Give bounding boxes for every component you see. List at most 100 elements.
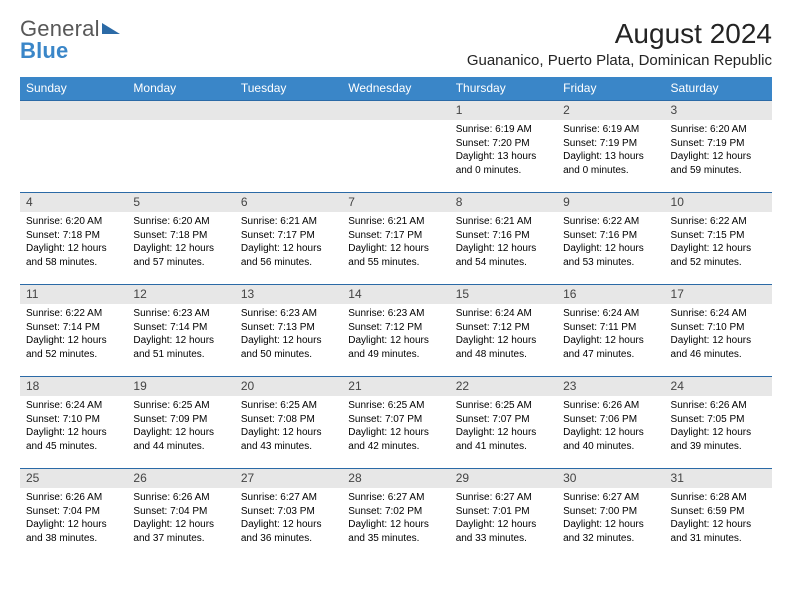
calendar-day-cell: 3Sunrise: 6:20 AMSunset: 7:19 PMDaylight…	[665, 101, 772, 193]
daylight-line: Daylight: 12 hours and 35 minutes.	[348, 518, 443, 545]
day-number: 6	[235, 193, 342, 212]
sunrise-line: Sunrise: 6:24 AM	[456, 307, 551, 321]
day-number: 26	[127, 469, 234, 488]
calendar-day-cell: 4Sunrise: 6:20 AMSunset: 7:18 PMDaylight…	[20, 193, 127, 285]
sunset-line: Sunset: 7:14 PM	[26, 321, 121, 335]
sunrise-line: Sunrise: 6:26 AM	[133, 491, 228, 505]
day-number: 23	[557, 377, 664, 396]
daylight-line: Daylight: 12 hours and 57 minutes.	[133, 242, 228, 269]
sunrise-line: Sunrise: 6:25 AM	[456, 399, 551, 413]
day-info: Sunrise: 6:26 AMSunset: 7:06 PMDaylight:…	[557, 396, 664, 455]
daylight-line: Daylight: 12 hours and 49 minutes.	[348, 334, 443, 361]
sunset-line: Sunset: 7:16 PM	[456, 229, 551, 243]
calendar-day-cell: 26Sunrise: 6:26 AMSunset: 7:04 PMDayligh…	[127, 469, 234, 561]
day-number: 1	[450, 101, 557, 120]
calendar-week-row: 4Sunrise: 6:20 AMSunset: 7:18 PMDaylight…	[20, 193, 772, 285]
sunset-line: Sunset: 7:04 PM	[26, 505, 121, 519]
calendar-day-cell: 18Sunrise: 6:24 AMSunset: 7:10 PMDayligh…	[20, 377, 127, 469]
daylight-line: Daylight: 12 hours and 39 minutes.	[671, 426, 766, 453]
sunrise-line: Sunrise: 6:26 AM	[563, 399, 658, 413]
sunrise-line: Sunrise: 6:20 AM	[133, 215, 228, 229]
day-number: 27	[235, 469, 342, 488]
day-number: 12	[127, 285, 234, 304]
day-info: Sunrise: 6:27 AMSunset: 7:03 PMDaylight:…	[235, 488, 342, 547]
sunset-line: Sunset: 7:04 PM	[133, 505, 228, 519]
day-number	[20, 101, 127, 120]
daylight-line: Daylight: 13 hours and 0 minutes.	[456, 150, 551, 177]
day-number: 21	[342, 377, 449, 396]
calendar-day-cell: 12Sunrise: 6:23 AMSunset: 7:14 PMDayligh…	[127, 285, 234, 377]
daylight-line: Daylight: 12 hours and 46 minutes.	[671, 334, 766, 361]
sunset-line: Sunset: 7:18 PM	[133, 229, 228, 243]
day-number	[235, 101, 342, 120]
day-number: 8	[450, 193, 557, 212]
daylight-line: Daylight: 12 hours and 43 minutes.	[241, 426, 336, 453]
day-number: 15	[450, 285, 557, 304]
calendar-day-cell: 21Sunrise: 6:25 AMSunset: 7:07 PMDayligh…	[342, 377, 449, 469]
sunset-line: Sunset: 7:12 PM	[456, 321, 551, 335]
calendar-day-cell: 30Sunrise: 6:27 AMSunset: 7:00 PMDayligh…	[557, 469, 664, 561]
sunset-line: Sunset: 7:11 PM	[563, 321, 658, 335]
day-info: Sunrise: 6:23 AMSunset: 7:13 PMDaylight:…	[235, 304, 342, 363]
day-number: 30	[557, 469, 664, 488]
calendar-day-cell: 14Sunrise: 6:23 AMSunset: 7:12 PMDayligh…	[342, 285, 449, 377]
sunset-line: Sunset: 7:13 PM	[241, 321, 336, 335]
day-info: Sunrise: 6:27 AMSunset: 7:00 PMDaylight:…	[557, 488, 664, 547]
sunrise-line: Sunrise: 6:19 AM	[456, 123, 551, 137]
calendar-day-cell	[235, 101, 342, 193]
sunrise-line: Sunrise: 6:25 AM	[133, 399, 228, 413]
sunset-line: Sunset: 7:19 PM	[563, 137, 658, 151]
daylight-line: Daylight: 12 hours and 56 minutes.	[241, 242, 336, 269]
daylight-line: Daylight: 12 hours and 50 minutes.	[241, 334, 336, 361]
calendar-day-cell: 28Sunrise: 6:27 AMSunset: 7:02 PMDayligh…	[342, 469, 449, 561]
daylight-line: Daylight: 12 hours and 54 minutes.	[456, 242, 551, 269]
daylight-line: Daylight: 12 hours and 36 minutes.	[241, 518, 336, 545]
day-number: 22	[450, 377, 557, 396]
sunrise-line: Sunrise: 6:20 AM	[26, 215, 121, 229]
sunrise-line: Sunrise: 6:23 AM	[348, 307, 443, 321]
sunset-line: Sunset: 7:12 PM	[348, 321, 443, 335]
sunrise-line: Sunrise: 6:20 AM	[671, 123, 766, 137]
sunset-line: Sunset: 7:07 PM	[348, 413, 443, 427]
day-info: Sunrise: 6:27 AMSunset: 7:01 PMDaylight:…	[450, 488, 557, 547]
day-number: 25	[20, 469, 127, 488]
day-info: Sunrise: 6:26 AMSunset: 7:04 PMDaylight:…	[20, 488, 127, 547]
daylight-line: Daylight: 12 hours and 47 minutes.	[563, 334, 658, 361]
day-number: 5	[127, 193, 234, 212]
sunset-line: Sunset: 7:15 PM	[671, 229, 766, 243]
calendar-week-row: 25Sunrise: 6:26 AMSunset: 7:04 PMDayligh…	[20, 469, 772, 561]
location-text: Guananico, Puerto Plata, Dominican Repub…	[467, 52, 772, 69]
dow-tuesday: Tuesday	[235, 77, 342, 101]
brand-logo: General Blue	[20, 18, 120, 62]
calendar-day-cell: 29Sunrise: 6:27 AMSunset: 7:01 PMDayligh…	[450, 469, 557, 561]
calendar-day-cell	[342, 101, 449, 193]
sunrise-line: Sunrise: 6:24 AM	[671, 307, 766, 321]
daylight-line: Daylight: 12 hours and 42 minutes.	[348, 426, 443, 453]
day-number: 31	[665, 469, 772, 488]
sunset-line: Sunset: 7:17 PM	[241, 229, 336, 243]
day-number: 29	[450, 469, 557, 488]
sunrise-line: Sunrise: 6:21 AM	[456, 215, 551, 229]
sunrise-line: Sunrise: 6:19 AM	[563, 123, 658, 137]
sunrise-line: Sunrise: 6:25 AM	[241, 399, 336, 413]
daylight-line: Daylight: 12 hours and 33 minutes.	[456, 518, 551, 545]
sunrise-line: Sunrise: 6:24 AM	[26, 399, 121, 413]
sunset-line: Sunset: 7:18 PM	[26, 229, 121, 243]
day-number: 2	[557, 101, 664, 120]
calendar-day-cell: 24Sunrise: 6:26 AMSunset: 7:05 PMDayligh…	[665, 377, 772, 469]
day-info: Sunrise: 6:24 AMSunset: 7:10 PMDaylight:…	[665, 304, 772, 363]
day-info: Sunrise: 6:21 AMSunset: 7:16 PMDaylight:…	[450, 212, 557, 271]
calendar-day-cell	[20, 101, 127, 193]
sunrise-line: Sunrise: 6:27 AM	[348, 491, 443, 505]
sunrise-line: Sunrise: 6:23 AM	[241, 307, 336, 321]
day-number: 7	[342, 193, 449, 212]
sunset-line: Sunset: 7:00 PM	[563, 505, 658, 519]
day-info: Sunrise: 6:26 AMSunset: 7:04 PMDaylight:…	[127, 488, 234, 547]
day-number: 24	[665, 377, 772, 396]
daylight-line: Daylight: 12 hours and 53 minutes.	[563, 242, 658, 269]
brand-part2: Blue	[20, 38, 68, 63]
sunrise-line: Sunrise: 6:21 AM	[348, 215, 443, 229]
day-info: Sunrise: 6:25 AMSunset: 7:07 PMDaylight:…	[342, 396, 449, 455]
dow-thursday: Thursday	[450, 77, 557, 101]
sunset-line: Sunset: 7:19 PM	[671, 137, 766, 151]
